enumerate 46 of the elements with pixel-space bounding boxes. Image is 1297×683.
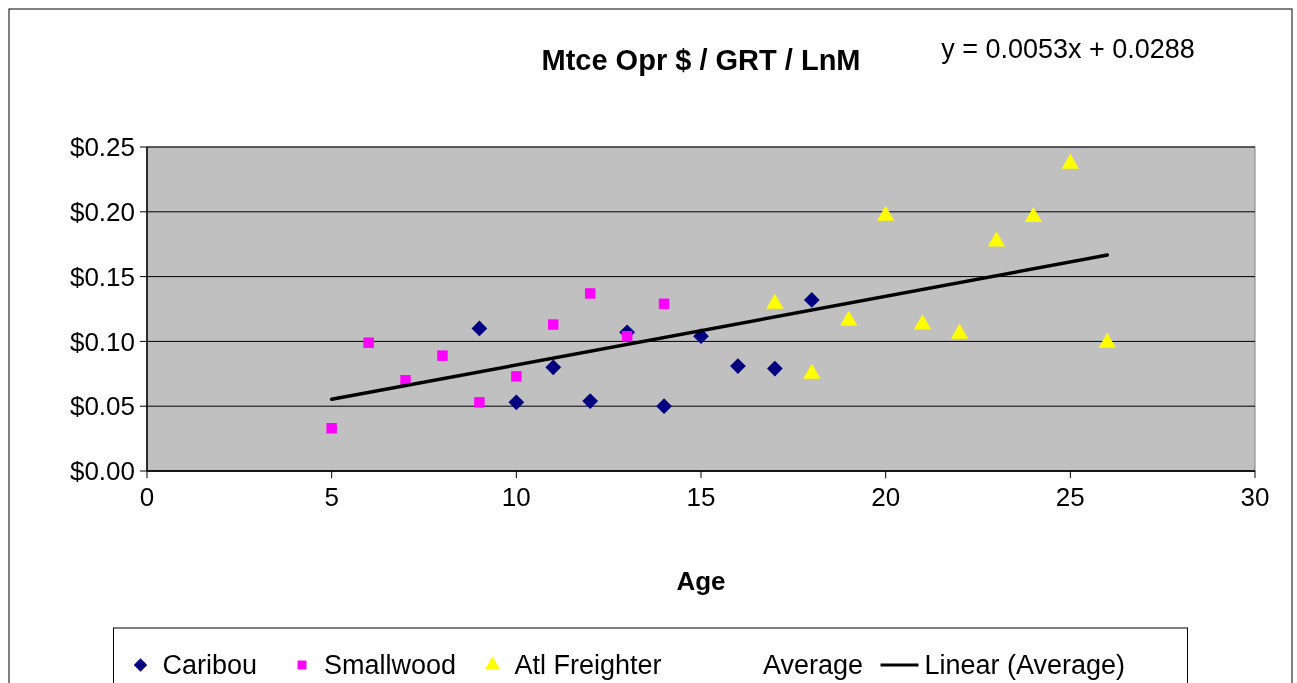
point: [621, 330, 633, 342]
point: [471, 320, 488, 337]
y-tick-label: $0.20: [69, 196, 135, 227]
point: [584, 288, 596, 299]
x-axis-title: Age: [676, 566, 726, 596]
text: y = 0.0053x + 0.0288: [941, 34, 1195, 64]
y-tick-label: $0.25: [69, 132, 135, 163]
chart-title: Mtce Opr $ / GRT / LnM: [541, 44, 861, 76]
point: [730, 358, 746, 374]
y-tick-label: $0.15: [69, 261, 135, 292]
y-tick-label: $0.10: [69, 326, 135, 357]
point: [511, 371, 522, 382]
x-tick-label: 10: [501, 482, 531, 512]
y-tick-label: $0.00: [69, 456, 135, 487]
point: [658, 298, 670, 310]
legend-label: Linear (Average): [924, 650, 1126, 681]
point: [1061, 153, 1079, 169]
point: [950, 323, 969, 339]
point: [326, 422, 337, 434]
legend-label: Atl Freighter: [514, 650, 662, 681]
x-tick-label: 20: [871, 482, 901, 512]
point: [766, 293, 784, 309]
y-tick-label: $0.05: [69, 391, 135, 422]
point: [767, 360, 783, 377]
point: [877, 205, 895, 221]
x-tick-label: 5: [324, 482, 339, 512]
x-tick-label: 15: [686, 482, 716, 512]
point: [1024, 206, 1043, 222]
point: [913, 314, 932, 330]
point: [803, 292, 820, 308]
point: [548, 319, 559, 330]
point: [840, 310, 858, 326]
text: Average: [763, 650, 864, 681]
point: [656, 398, 672, 415]
point: [508, 394, 525, 411]
point: [987, 231, 1006, 247]
x-tick-label: 30: [1240, 482, 1270, 512]
point: [545, 359, 562, 376]
point: [582, 393, 599, 409]
legend-label: Caribou: [162, 650, 258, 681]
point: [437, 350, 448, 361]
x-tick-label: 25: [1055, 482, 1085, 512]
point: [474, 397, 485, 408]
point: [363, 337, 374, 348]
x-tick-label: 0: [139, 482, 155, 512]
legend-label: Smallwood: [324, 650, 457, 681]
